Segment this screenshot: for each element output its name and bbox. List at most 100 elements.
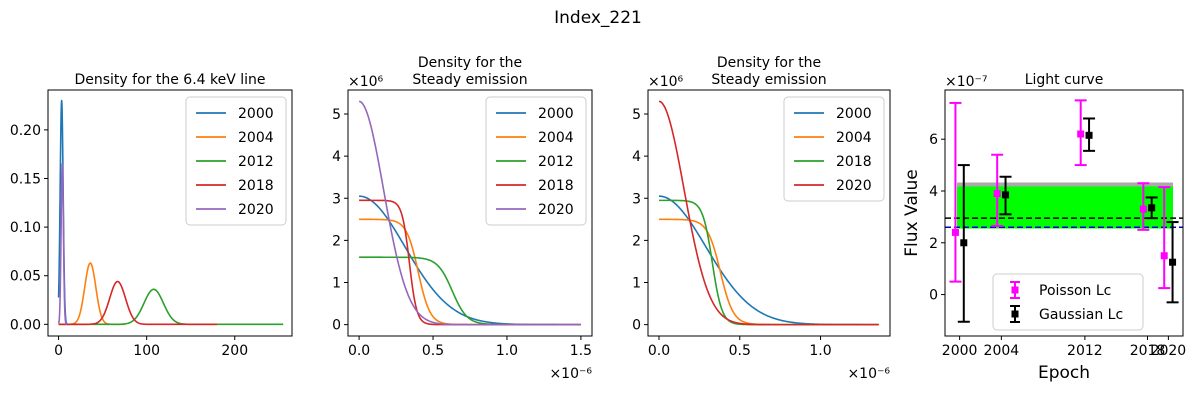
- panel-1: Density for the 6.4 keV line 0 100 200 0.00 0…: [10, 72, 293, 359]
- title-line: Density for the 6.4 keV line: [74, 72, 265, 88]
- legend-item: 2020: [794, 178, 872, 194]
- series-line-2020: [57, 162, 68, 326]
- legend-item: 2018: [196, 178, 274, 194]
- legend-item: 2020: [196, 202, 274, 218]
- legend-box: [185, 96, 287, 226]
- y-axis-label: Flux Value: [902, 169, 922, 256]
- title-line: Density for the: [717, 55, 821, 71]
- x-tick-label: 1.5: [570, 343, 592, 359]
- legend-box: [485, 96, 587, 226]
- legend: 2000 2004 2012 2018 2020: [185, 96, 287, 226]
- y-multiplier: ×10⁶: [348, 74, 384, 90]
- legend-item: 2000: [794, 106, 872, 122]
- data-point-marker: [993, 190, 1001, 198]
- title-line: Density for the: [418, 55, 522, 71]
- y-tick-label: 1: [332, 276, 341, 292]
- panel-title: Density for the Steady emission: [711, 55, 826, 88]
- legend: 2000 2004 2018 2020: [783, 96, 885, 202]
- axes-frame: [647, 89, 891, 337]
- errorbar-point: [1166, 221, 1179, 304]
- legend-label: 2004: [238, 130, 274, 146]
- x-tick-label: 100: [133, 343, 160, 359]
- legend-item: 2020: [496, 202, 574, 218]
- errorbar-point: [949, 101, 962, 283]
- errorbar-point: [1083, 117, 1096, 152]
- legend-item: 2004: [196, 130, 274, 146]
- series-line-2020: [359, 100, 581, 326]
- y-multiplier: ×10⁻⁷: [945, 74, 988, 90]
- y-tick-label: 0: [632, 318, 641, 334]
- x-tick-label: 0.0: [348, 343, 370, 359]
- data-point-marker: [1085, 131, 1093, 139]
- errorbar-point: [999, 175, 1012, 216]
- x-tick-label: 1.0: [496, 343, 518, 359]
- data-point-marker: [1139, 205, 1147, 213]
- data-point-marker: [1002, 191, 1010, 199]
- axes-frame: [47, 89, 293, 337]
- panel-title: Light curve: [1025, 72, 1104, 88]
- y-tick-label: 0.00: [10, 317, 41, 333]
- legend-label: 2020: [538, 202, 574, 218]
- legend-item: 2012: [196, 154, 274, 170]
- series-line-2004: [58, 262, 125, 326]
- y-tick-label: 2: [332, 233, 341, 249]
- y-tick-label: 2: [632, 233, 641, 249]
- x-tick-label: 2020: [1151, 343, 1187, 359]
- legend-label: 2000: [836, 106, 872, 122]
- y-tick-label: 5: [332, 107, 341, 123]
- legend-item: 2004: [496, 130, 574, 146]
- plot-area: [945, 99, 1183, 323]
- legend-label: 2018: [836, 154, 872, 170]
- y-tick-label: 0: [929, 288, 938, 304]
- data-point-marker: [951, 228, 959, 236]
- legend-marker: [1011, 310, 1019, 318]
- legend: 2000 2004 2012 2018 2020: [485, 96, 587, 226]
- y-tick-label: 0.15: [10, 171, 41, 187]
- legend-label: 2020: [238, 202, 274, 218]
- panel-3: Density for the Steady emission 0.0 0.5 1.0 0…: [632, 55, 891, 382]
- series-line-2012: [359, 256, 581, 326]
- y-tick-label: 3: [632, 191, 641, 207]
- y-tick-label: 6: [929, 132, 938, 148]
- y-tick-label: 4: [632, 149, 641, 165]
- axes-frame: [347, 89, 593, 337]
- data-point-marker: [1077, 130, 1085, 138]
- y-tick-label: 5: [632, 107, 641, 123]
- y-tick-label: 4: [332, 149, 341, 165]
- x-multiplier: ×10⁻⁶: [549, 366, 592, 382]
- y-tick-label: 0.05: [10, 269, 41, 285]
- plot-area: [57, 99, 284, 326]
- legend-item: 2004: [794, 130, 872, 146]
- series-line-2020: [658, 100, 879, 326]
- errorbar-point: [1074, 99, 1087, 167]
- errorbar-point: [1145, 196, 1158, 220]
- legend-label: Poisson Lc: [1039, 283, 1111, 299]
- x-tick-label: 0.5: [729, 343, 751, 359]
- series-line-2004: [658, 218, 879, 326]
- y-tick-label: 2: [929, 236, 938, 252]
- y-tick-label: 4: [929, 184, 938, 200]
- legend-marker: [1011, 286, 1019, 294]
- legend-label: 2018: [538, 178, 574, 194]
- errorbar-point: [991, 153, 1004, 227]
- axes-frame: [944, 89, 1184, 337]
- legend: Poisson Lc Gaussian Lc: [992, 273, 1144, 331]
- band-rect: [957, 184, 1173, 229]
- legend-item: Gaussian Lc: [1010, 305, 1123, 323]
- panel-2: Density for the Steady emission 0.0 0.5 1.0 1…: [332, 55, 593, 382]
- legend-label: 2020: [836, 178, 872, 194]
- x-tick-label: 0.0: [648, 343, 670, 359]
- legend-item: Poisson Lc: [1010, 281, 1111, 299]
- x-tick-label: 0.5: [422, 343, 444, 359]
- y-tick-label: 0.10: [10, 220, 41, 236]
- y-tick-label: 1: [632, 276, 641, 292]
- x-tick-label: 1.0: [809, 343, 831, 359]
- legend-label: 2004: [538, 130, 574, 146]
- figure-suptitle: Index_221: [554, 8, 642, 28]
- data-point-marker: [1148, 204, 1156, 212]
- panel-title: Density for the Steady emission: [412, 55, 527, 88]
- errorbar-point: [1158, 186, 1171, 290]
- x-axis-label: Epoch: [1038, 363, 1090, 383]
